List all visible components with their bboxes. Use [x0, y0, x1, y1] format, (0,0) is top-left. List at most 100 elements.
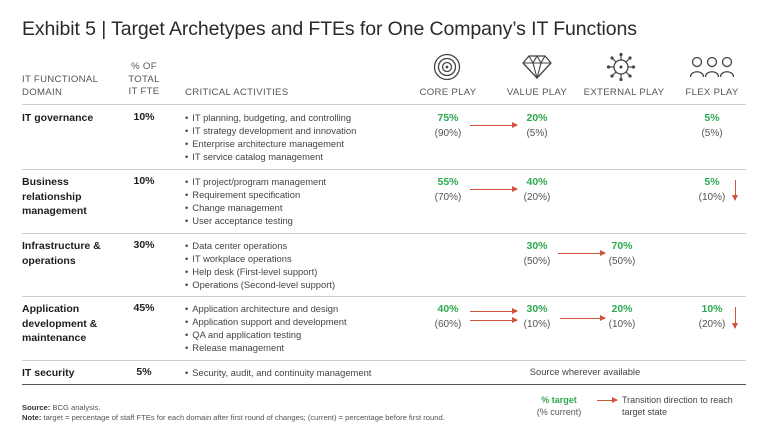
value-value: 30% (50%): [507, 239, 567, 269]
page-title: Exhibit 5 | Target Archetypes and FTEs f…: [22, 18, 637, 40]
row-divider: [22, 104, 746, 105]
external-value: 20% (10%): [592, 302, 652, 332]
header-domain-line1: IT FUNCTIONAL: [22, 74, 99, 85]
list-item: Enterprise architecture management: [185, 137, 356, 150]
value-value: 20% (5%): [507, 111, 567, 141]
target-value: 40%: [526, 176, 548, 188]
list-item: QA and application testing: [185, 328, 347, 341]
list-item: Application support and development: [185, 315, 346, 328]
table-bottom-rule: [22, 384, 746, 385]
down-arrow: [732, 307, 738, 329]
header-external: EXTERNAL PLAY: [583, 87, 665, 98]
current-value: (70%): [434, 192, 462, 203]
target-icon: [433, 53, 461, 81]
legend-current: (% current): [536, 407, 582, 417]
legend-target: % target: [541, 395, 577, 405]
flex-value: 5% (10%): [682, 175, 742, 205]
current-value: (10%): [523, 319, 551, 330]
note-text: target = percentage of staff FTEs for ea…: [43, 413, 445, 422]
transition-arrow: [470, 308, 518, 314]
header-core: CORE PLAY: [419, 87, 477, 98]
row-pct: 10%: [133, 175, 155, 187]
target-value: 20%: [526, 112, 548, 124]
transition-arrow: [470, 122, 518, 128]
row-domain: Infrastructure & operations: [22, 240, 101, 267]
target-value: 20%: [611, 303, 633, 315]
header-value: VALUE PLAY: [506, 87, 568, 98]
down-arrow: [732, 180, 738, 201]
row-pct: 45%: [133, 302, 155, 314]
row-domain: Application development & maintenance: [22, 303, 98, 344]
list-item: Help desk (First-level support): [185, 265, 335, 278]
row-divider: [22, 169, 746, 170]
target-value: 5%: [704, 112, 720, 124]
core-value: 55% (70%): [418, 175, 478, 205]
list-item: Change management: [185, 201, 326, 214]
header-domain: IT FUNCTIONAL DOMAIN: [22, 74, 98, 99]
list-item: Security, audit, and continuity manageme…: [185, 366, 371, 379]
activity-list: Application architecture and design Appl…: [185, 302, 347, 354]
flex-value: 10% (20%): [682, 302, 742, 332]
transition-arrow: [470, 186, 518, 192]
transition-arrow: [558, 250, 606, 256]
header-pct: % OF TOTAL IT FTE: [122, 61, 166, 99]
legend-arrow-text: Transition direction to reach target sta…: [622, 395, 733, 417]
target-value: 55%: [437, 176, 459, 188]
network-icon: [606, 52, 636, 82]
activity-list: Data center operations IT workplace oper…: [185, 239, 335, 291]
row-domain: IT security: [22, 367, 75, 379]
activity-list: IT project/program management Requiremen…: [185, 175, 326, 227]
header-pct-line1: % OF: [131, 61, 157, 72]
list-item: IT strategy development and innovation: [185, 124, 356, 137]
target-value: 30%: [526, 303, 548, 315]
footer-notes: Source: BCG analysis. Note: target = per…: [22, 403, 522, 423]
current-value: (60%): [434, 319, 462, 330]
target-value: 5%: [704, 176, 720, 188]
current-value: (20%): [698, 319, 726, 330]
legend-key: % target (% current): [527, 394, 591, 418]
row-domain: IT governance: [22, 112, 94, 124]
source-label: Source:: [22, 403, 51, 412]
note-line: Note: target = percentage of staff FTEs …: [22, 413, 522, 423]
list-item: Operations (Second-level support): [185, 278, 335, 291]
value-value: 30% (10%): [507, 302, 567, 332]
row-domain: Business relationship management: [22, 176, 87, 217]
core-value: 75% (90%): [418, 111, 478, 141]
row-pct: 10%: [133, 111, 155, 123]
list-item: Release management: [185, 341, 347, 354]
list-item: Application architecture and design: [185, 302, 347, 315]
target-value: 75%: [437, 112, 459, 124]
row-pct: 30%: [133, 239, 155, 251]
value-value: 40% (20%): [507, 175, 567, 205]
people-group-icon: [689, 56, 735, 78]
header-pct-line2: TOTAL: [128, 73, 160, 85]
current-value: (5%): [526, 128, 548, 139]
header-domain-line2: DOMAIN: [22, 86, 63, 98]
current-value: (50%): [523, 256, 551, 267]
list-item: Requirement specification: [185, 188, 326, 201]
list-item: IT service catalog management: [185, 150, 356, 163]
list-item: Data center operations: [185, 239, 335, 252]
list-item: User acceptance testing: [185, 214, 326, 227]
list-item: IT workplace operations: [185, 252, 335, 265]
current-value: (90%): [434, 128, 462, 139]
target-value: 40%: [437, 303, 459, 315]
diamond-icon: [522, 55, 552, 79]
row-pct: 5%: [136, 366, 152, 378]
current-value: (50%): [608, 256, 636, 267]
current-value: (5%): [701, 128, 723, 139]
row-divider: [22, 233, 746, 234]
legend-arrow: [597, 397, 618, 403]
list-item: IT planning, budgeting, and controlling: [185, 111, 356, 124]
header-flex: FLEX PLAY: [685, 87, 739, 98]
header-pct-line3: IT FTE: [128, 86, 160, 97]
list-item: IT project/program management: [185, 175, 326, 188]
source-note: Source wherever available: [529, 366, 641, 377]
target-value: 30%: [526, 240, 548, 252]
row-divider: [22, 360, 746, 361]
target-value: 70%: [611, 240, 633, 252]
activity-list: Security, audit, and continuity manageme…: [185, 366, 371, 379]
current-value: (20%): [523, 192, 551, 203]
row-divider: [22, 296, 746, 297]
activity-list: IT planning, budgeting, and controlling …: [185, 111, 356, 163]
